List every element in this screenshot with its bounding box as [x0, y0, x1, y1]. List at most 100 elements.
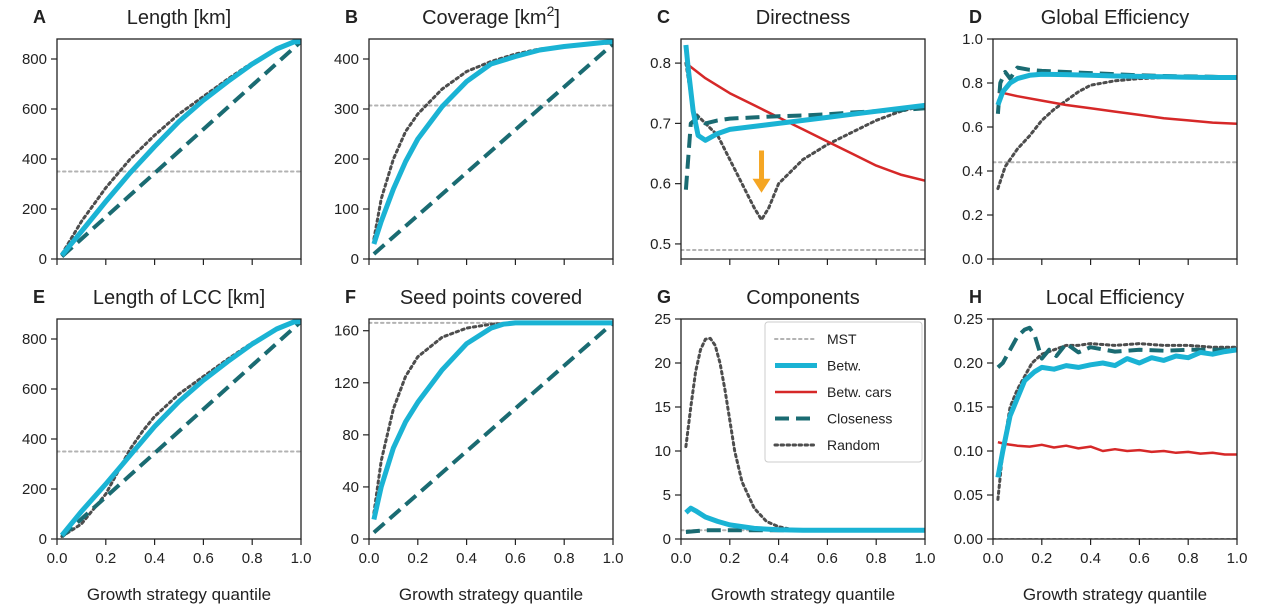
y-tick-label: 0.5 — [650, 236, 671, 253]
series-line-betw — [995, 347, 1237, 478]
y-tick-label: 20 — [654, 355, 671, 372]
y-tick-label: 0.8 — [962, 75, 983, 92]
legend: MST Betw. Betw. cars Closeness Random — [764, 321, 923, 463]
y-tick-label: 100 — [334, 201, 359, 218]
x-tick-label: 0.4 — [456, 550, 477, 567]
x-tick-label: 0.2 — [407, 550, 428, 567]
series-line-betw — [59, 319, 301, 537]
axes-frame — [368, 38, 614, 260]
x-tick-label: 0.8 — [1178, 550, 1199, 567]
panel-title: Local Efficiency — [1046, 287, 1185, 309]
panel-title: Seed points covered — [400, 287, 582, 309]
series-line-random — [996, 76, 1237, 191]
y-tick-label: 0.6 — [962, 119, 983, 136]
y-tick-label: 40 — [342, 479, 359, 496]
series-line-betw-cars — [997, 440, 1237, 456]
panel-letter: F — [345, 287, 356, 307]
series-line-betw — [371, 320, 613, 521]
x-tick-label: 0.2 — [1031, 550, 1052, 567]
y-tick-label: 0.20 — [954, 355, 983, 372]
y-tick-label: 800 — [22, 51, 47, 68]
y-tick-label: 0.05 — [954, 487, 983, 504]
y-tick-label: 0.6 — [650, 176, 671, 193]
panel-h: H Local Efficiency 0.00 0.05 0.10 0.15 0.20 0.2… — [954, 287, 1248, 604]
x-tick-label: 0.6 — [193, 550, 214, 567]
y-tick-label: 400 — [22, 151, 47, 168]
y-tick-label: 600 — [22, 101, 47, 118]
x-tick-label: 0.0 — [983, 550, 1004, 567]
panel-title: Global Efficiency — [1041, 7, 1190, 29]
series-line-betw — [371, 39, 613, 245]
panel-letter: E — [33, 287, 45, 307]
y-tick-label: 400 — [334, 51, 359, 68]
y-tick-label: 0.00 — [954, 531, 983, 548]
series-line-betw — [683, 44, 925, 143]
axes-frame — [992, 38, 1238, 260]
legend-label-random: Random — [827, 437, 880, 453]
x-tick-label: 0.0 — [359, 550, 380, 567]
panel-title: Directness — [756, 7, 850, 29]
panel-letter: H — [969, 287, 982, 307]
x-tick-label: 0.2 — [95, 550, 116, 567]
legend-label-betw-cars: Betw. cars — [827, 384, 892, 400]
panel-title: Length [km] — [127, 7, 232, 29]
y-tick-label: 300 — [334, 101, 359, 118]
x-tick-label: 0.8 — [242, 550, 263, 567]
legend-box — [764, 321, 923, 463]
series-line-closeness — [995, 65, 1237, 114]
panel-title: Coverage [km2] — [422, 3, 560, 29]
y-tick-label: 0.4 — [962, 163, 983, 180]
y-tick-label: 0 — [351, 531, 359, 548]
y-tick-label: 25 — [654, 311, 671, 328]
panel-c: C Directness 0.5 0.6 0.7 0.8 — [650, 7, 926, 265]
y-tick-label: 0 — [351, 251, 359, 268]
series-line-closeness — [372, 321, 613, 535]
y-tick-label: 200 — [22, 481, 47, 498]
y-tick-label: 5 — [663, 487, 671, 504]
series-line-random — [996, 342, 1237, 501]
panel-letter: A — [33, 7, 46, 27]
y-tick-label: 0.0 — [962, 251, 983, 268]
y-tick-label: 400 — [22, 431, 47, 448]
panel-d: D Global Efficiency 0.0 0.2 0.4 0.6 0.8 1.0 — [962, 7, 1238, 268]
axes-frame — [680, 318, 926, 540]
legend-label-mst: MST — [827, 331, 857, 347]
series-line-closeness — [372, 42, 613, 256]
x-tick-label: 0.8 — [554, 550, 575, 567]
series-line-betw-cars — [685, 62, 925, 182]
x-axis-label: Growth strategy quantile — [711, 585, 895, 604]
series-line-betw — [684, 505, 925, 533]
y-tick-label: 1.0 — [962, 31, 983, 48]
x-tick-label: 1.0 — [1227, 550, 1248, 567]
y-tick-label: 10 — [654, 443, 671, 460]
x-tick-label: 0.0 — [47, 550, 68, 567]
axes-frame — [992, 318, 1238, 540]
panel-title: Length of LCC [km] — [93, 287, 265, 309]
x-tick-label: 0.2 — [719, 550, 740, 567]
x-tick-label: 1.0 — [291, 550, 312, 567]
y-tick-label: 0 — [663, 531, 671, 548]
y-tick-label: 0 — [39, 251, 47, 268]
y-tick-label: 0.7 — [650, 115, 671, 132]
series-line-closeness — [60, 40, 301, 258]
x-tick-label: 0.4 — [1080, 550, 1101, 567]
panel-e: E Length of LCC [km] 0 200 400 600 800 0.0 0.2 0.… — [22, 287, 311, 604]
y-tick-label: 0.2 — [962, 207, 983, 224]
panel-letter: C — [657, 7, 670, 27]
x-tick-label: 0.6 — [1129, 550, 1150, 567]
y-tick-label: 160 — [334, 323, 359, 340]
panel-letter: B — [345, 7, 358, 27]
series-line-closeness — [60, 320, 301, 538]
annotation-arrow-head — [752, 178, 771, 193]
x-tick-label: 0.6 — [505, 550, 526, 567]
y-tick-label: 0.15 — [954, 399, 983, 416]
y-tick-label: 15 — [654, 399, 671, 416]
x-axis-label: Growth strategy quantile — [87, 585, 271, 604]
y-tick-label: 200 — [22, 201, 47, 218]
x-tick-label: 0.8 — [866, 550, 887, 567]
series-line-closeness — [996, 325, 1237, 369]
series-line-betw-cars — [997, 90, 1237, 125]
y-tick-label: 800 — [22, 331, 47, 348]
y-tick-label: 0 — [39, 531, 47, 548]
